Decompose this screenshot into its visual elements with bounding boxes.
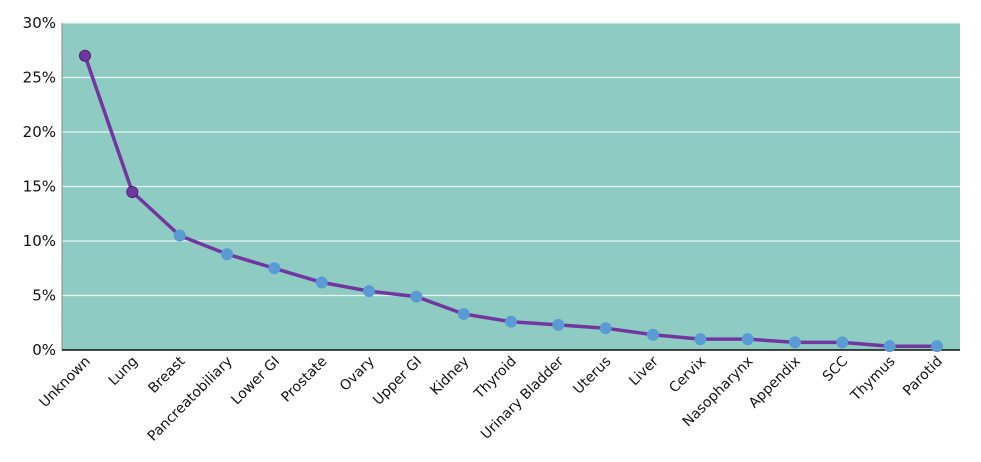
data-point [126,185,139,198]
x-tick-label: Upper GI [370,354,425,409]
x-tick-label: Parotid [900,354,946,400]
x-tick-label: Pancreatobiliary [145,354,236,445]
data-point [268,262,281,275]
x-tick-label: Uterus [570,354,614,398]
data-point [410,290,423,303]
data-point [221,248,233,261]
data-point [741,333,754,346]
data-point [647,328,659,341]
x-tick-label: Ovary [337,354,378,395]
data-point [79,49,91,62]
y-tick-label: 5% [32,287,56,305]
data-point [599,322,612,335]
x-tick-label: Appendix [746,354,804,412]
data-point [694,333,707,346]
x-tick-label: Kidney [427,354,472,399]
data-point [552,318,565,331]
data-point [315,276,328,289]
x-tick-label: SCC [820,353,852,385]
x-tick-label: Urinary Bladder [478,353,567,442]
series-group [79,49,943,353]
x-tick-label: Breast [145,353,189,397]
y-tick-label: 30% [23,14,56,32]
x-tick-label: Lung [106,354,141,389]
x-tick-label: Cervix [666,354,709,397]
y-tick-label: 0% [32,341,56,359]
x-tick-label: Thyroid [471,354,520,403]
y-tick-label: 20% [23,123,56,141]
x-tick-label: Thymus [847,354,898,405]
data-point [883,340,896,353]
data-point [173,229,186,242]
data-point [363,285,375,298]
x-tick-label: Prostate [278,354,330,406]
y-tick-label: 10% [23,232,56,250]
y-tick-label: 25% [23,69,56,87]
y-axis-tick-labels: 0% 5% 10% 15% 20% 25% 30% [23,14,56,359]
data-point [931,340,943,353]
x-tick-label: Liver [626,353,662,389]
x-tick-label: Lower GI [228,354,283,409]
x-tick-label: Unknown [37,354,94,411]
gridlines [62,22,960,297]
data-point [789,336,801,349]
data-point [505,315,517,328]
data-point [457,308,470,321]
data-point [836,336,849,349]
y-tick-label: 15% [23,178,56,196]
